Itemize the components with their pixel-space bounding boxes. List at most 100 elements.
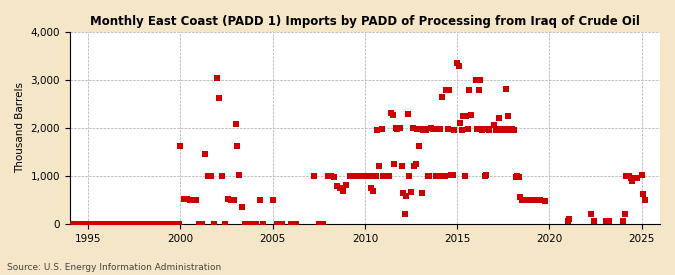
Point	[147, 222, 158, 226]
Point	[286, 222, 296, 226]
Point	[466, 113, 477, 118]
Point	[436, 95, 447, 99]
Point	[424, 174, 435, 178]
Point	[460, 174, 470, 178]
Point	[103, 222, 113, 226]
Point	[410, 162, 421, 166]
Point	[427, 127, 438, 131]
Point	[84, 222, 95, 226]
Point	[519, 198, 530, 202]
Point	[184, 198, 195, 202]
Point	[212, 75, 223, 80]
Point	[385, 111, 396, 116]
Point	[219, 222, 230, 226]
Point	[502, 114, 513, 118]
Point	[444, 88, 455, 92]
Point	[628, 176, 639, 180]
Point	[369, 174, 379, 178]
Point	[638, 191, 649, 196]
Point	[77, 222, 88, 226]
Point	[601, 219, 612, 224]
Point	[132, 222, 143, 226]
Point	[115, 222, 126, 226]
Point	[389, 162, 400, 166]
Point	[419, 127, 430, 131]
Point	[626, 176, 637, 180]
Text: Source: U.S. Energy Information Administration: Source: U.S. Energy Information Administ…	[7, 263, 221, 272]
Point	[491, 126, 502, 131]
Point	[402, 112, 413, 117]
Point	[527, 198, 538, 202]
Point	[367, 189, 378, 193]
Point	[464, 88, 475, 92]
Point	[166, 222, 177, 226]
Point	[341, 183, 352, 188]
Point	[83, 222, 94, 226]
Point	[513, 175, 524, 179]
Point	[408, 164, 419, 168]
Point	[430, 174, 441, 178]
Point	[130, 222, 141, 226]
Point	[401, 194, 412, 198]
Point	[441, 88, 452, 92]
Point	[504, 128, 515, 132]
Point	[160, 222, 171, 226]
Point	[118, 222, 129, 226]
Point	[243, 222, 254, 226]
Point	[89, 222, 100, 226]
Point	[589, 219, 599, 224]
Point	[421, 128, 432, 132]
Point	[619, 212, 630, 216]
Point	[144, 222, 155, 226]
Point	[97, 222, 107, 226]
Point	[439, 174, 450, 178]
Point	[240, 222, 250, 226]
Point	[458, 114, 468, 118]
Point	[506, 126, 516, 131]
Point	[470, 78, 481, 82]
Point	[200, 152, 211, 156]
Point	[277, 222, 288, 226]
Point	[522, 198, 533, 202]
Point	[416, 191, 427, 195]
Point	[455, 121, 466, 125]
Point	[105, 222, 115, 226]
Point	[157, 222, 167, 226]
Point	[624, 174, 634, 178]
Point	[250, 222, 261, 226]
Point	[318, 222, 329, 226]
Point	[378, 174, 389, 178]
Point	[407, 126, 418, 131]
Point	[98, 222, 109, 226]
Point	[111, 222, 122, 226]
Point	[453, 63, 464, 68]
Point	[429, 127, 439, 131]
Point	[498, 128, 509, 132]
Point	[136, 222, 147, 226]
Title: Monthly East Coast (PADD 1) Imports by PADD of Processing from Iraq of Crude Oil: Monthly East Coast (PADD 1) Imports by P…	[90, 15, 640, 28]
Point	[350, 174, 361, 178]
Point	[74, 222, 84, 226]
Point	[112, 222, 123, 226]
Point	[524, 198, 535, 202]
Point	[412, 126, 423, 131]
Point	[495, 126, 506, 131]
Point	[493, 116, 504, 120]
Point	[432, 174, 443, 178]
Point	[362, 174, 373, 178]
Point	[128, 222, 138, 226]
Point	[539, 199, 550, 203]
Point	[413, 144, 424, 148]
Point	[484, 128, 495, 132]
Point	[107, 222, 118, 226]
Point	[510, 175, 521, 179]
Point	[332, 184, 343, 188]
Point	[140, 222, 151, 226]
Point	[490, 128, 501, 132]
Point	[151, 222, 161, 226]
Point	[164, 222, 175, 226]
Point	[535, 198, 545, 202]
Point	[449, 128, 460, 132]
Point	[636, 173, 647, 178]
Point	[106, 222, 117, 226]
